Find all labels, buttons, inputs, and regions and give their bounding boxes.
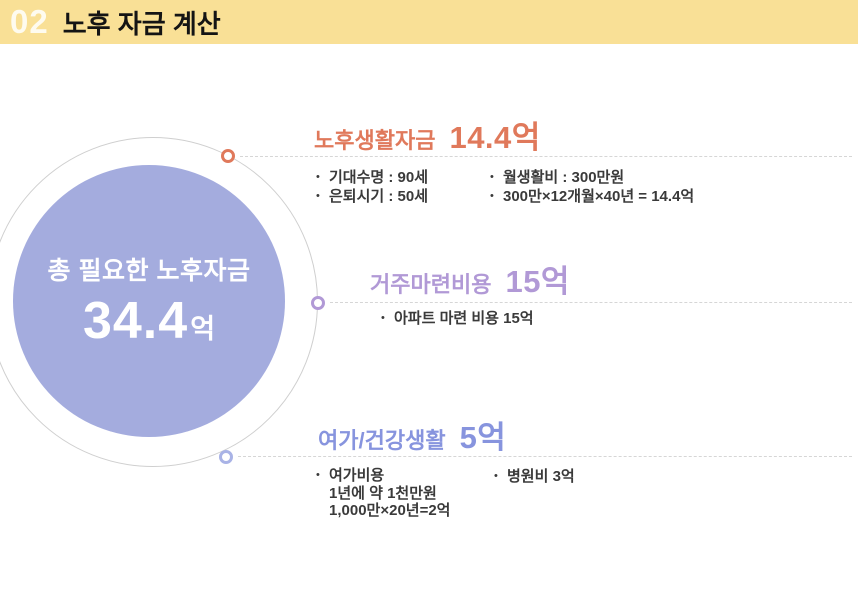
bullet-text: 월생활비 : 300만원 bbox=[503, 169, 625, 186]
connector-dot-leisure-health bbox=[219, 450, 233, 464]
bullet-marker: • bbox=[316, 171, 320, 183]
list-item: • 월생활비 : 300만원 bbox=[490, 168, 694, 187]
housing-cost-details: • 아파트 마련 비용 15억 bbox=[381, 309, 534, 328]
section-amount: 5억 bbox=[459, 420, 507, 455]
total-fund-value-row: 34.4 억 bbox=[83, 291, 215, 351]
section-amount: 14.4억 bbox=[449, 120, 541, 155]
section-label: 거주마련비용 bbox=[370, 272, 492, 297]
list-item-continuation: 1년에 약 1천만원 bbox=[316, 485, 450, 503]
total-fund-unit: 억 bbox=[190, 314, 216, 344]
section-label: 노후생활자금 bbox=[314, 128, 436, 153]
total-fund-label: 총 필요한 노후자금 bbox=[47, 257, 251, 285]
connector-line-living-fund bbox=[240, 156, 852, 157]
list-item: • 여가비용 bbox=[316, 467, 450, 485]
section-label: 여가/건강생활 bbox=[318, 428, 446, 453]
leisure-health-details-col1: • 여가비용 1년에 약 1천만원 1,000만×20년=2억 bbox=[316, 467, 450, 520]
bullet-marker: • bbox=[490, 171, 494, 183]
list-item: • 병원비 3억 bbox=[494, 467, 575, 486]
bullet-text: 아파트 마련 비용 15억 bbox=[394, 310, 534, 327]
bullet-text: 기대수명 : 90세 bbox=[329, 169, 429, 186]
bullet-marker: • bbox=[316, 190, 320, 202]
list-item: • 은퇴시기 : 50세 bbox=[316, 187, 428, 206]
connector-dot-housing-cost bbox=[311, 296, 325, 310]
list-item: • 아파트 마련 비용 15억 bbox=[381, 309, 534, 328]
connector-dot-living-fund bbox=[221, 149, 235, 163]
section-number: 02 bbox=[10, 3, 49, 40]
bullet-marker: • bbox=[316, 469, 320, 481]
bullet-marker: • bbox=[490, 190, 494, 202]
section-amount: 15억 bbox=[505, 264, 570, 299]
page-title: 노후 자금 계산 bbox=[62, 8, 221, 39]
connector-line-leisure-health bbox=[238, 456, 852, 457]
bullet-text: 1년에 약 1천만원 bbox=[329, 484, 437, 502]
bullet-text: 은퇴시기 : 50세 bbox=[329, 188, 429, 205]
total-fund-value: 34.4 bbox=[82, 292, 189, 350]
connector-line-housing-cost bbox=[330, 302, 852, 303]
bullet-text: 병원비 3억 bbox=[507, 468, 575, 485]
list-item: • 300만×12개월×40년 = 14.4억 bbox=[490, 187, 694, 206]
bullet-text: 여가비용 bbox=[329, 467, 385, 484]
bullet-text: 1,000만×20년=2억 bbox=[329, 502, 451, 519]
leisure-health-details-col2: • 병원비 3억 bbox=[494, 467, 575, 486]
living-fund-details-col2: • 월생활비 : 300만원 • 300만×12개월×40년 = 14.4억 bbox=[490, 168, 694, 206]
section-title-living-fund: 노후생활자금 14.4억 bbox=[314, 112, 541, 157]
bullet-marker: • bbox=[494, 470, 498, 482]
living-fund-details-col1: • 기대수명 : 90세 • 은퇴시기 : 50세 bbox=[316, 168, 428, 206]
section-title-leisure-health: 여가/건강생활 5억 bbox=[318, 412, 506, 457]
total-fund-circle: 총 필요한 노후자금 34.4 억 bbox=[13, 165, 285, 437]
section-title-housing-cost: 거주마련비용 15억 bbox=[370, 256, 570, 301]
bullet-text: 300만×12개월×40년 = 14.4억 bbox=[503, 188, 695, 205]
header-bar: 02 노후 자금 계산 bbox=[0, 0, 858, 44]
bullet-marker: • bbox=[381, 312, 385, 324]
list-item-continuation: 1,000만×20년=2억 bbox=[316, 502, 450, 520]
list-item: • 기대수명 : 90세 bbox=[316, 168, 428, 187]
